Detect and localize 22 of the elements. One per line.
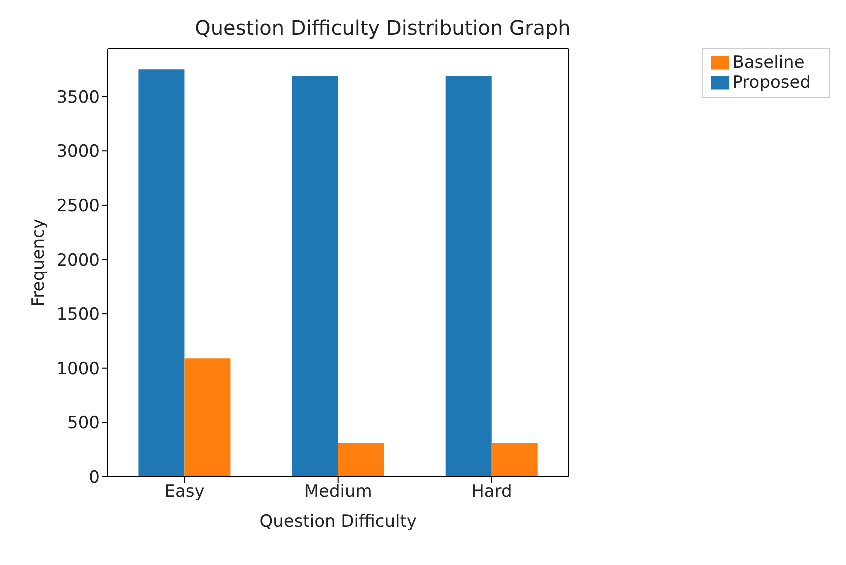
legend-label: Baseline xyxy=(732,53,805,73)
y-axis-title: Frequency xyxy=(29,219,50,307)
y-tick-label: 3500 xyxy=(56,88,100,108)
y-tick-label: 1500 xyxy=(56,305,100,326)
chart-title: Question Difficulty Distribution Graph xyxy=(194,16,572,40)
x-axis-title: Question Difficulty xyxy=(260,512,417,532)
y-tick-label: 1000 xyxy=(56,359,100,380)
y-tick-label: 2500 xyxy=(56,196,100,216)
bar xyxy=(184,358,231,477)
bar xyxy=(338,443,384,477)
y-tick-label: 2000 xyxy=(56,250,100,271)
x-tick-label: Easy xyxy=(164,482,205,502)
y-tick-label: 0 xyxy=(89,468,100,488)
legend-label: Proposed xyxy=(732,73,811,93)
y-tick-label: 3000 xyxy=(56,142,100,162)
bar xyxy=(138,70,185,477)
bar xyxy=(292,76,338,477)
y-tick-label: 500 xyxy=(68,414,100,434)
bar xyxy=(446,76,492,477)
x-tick-label: Medium xyxy=(304,482,372,502)
x-tick-label: Hard xyxy=(472,482,512,502)
bar xyxy=(492,443,538,477)
